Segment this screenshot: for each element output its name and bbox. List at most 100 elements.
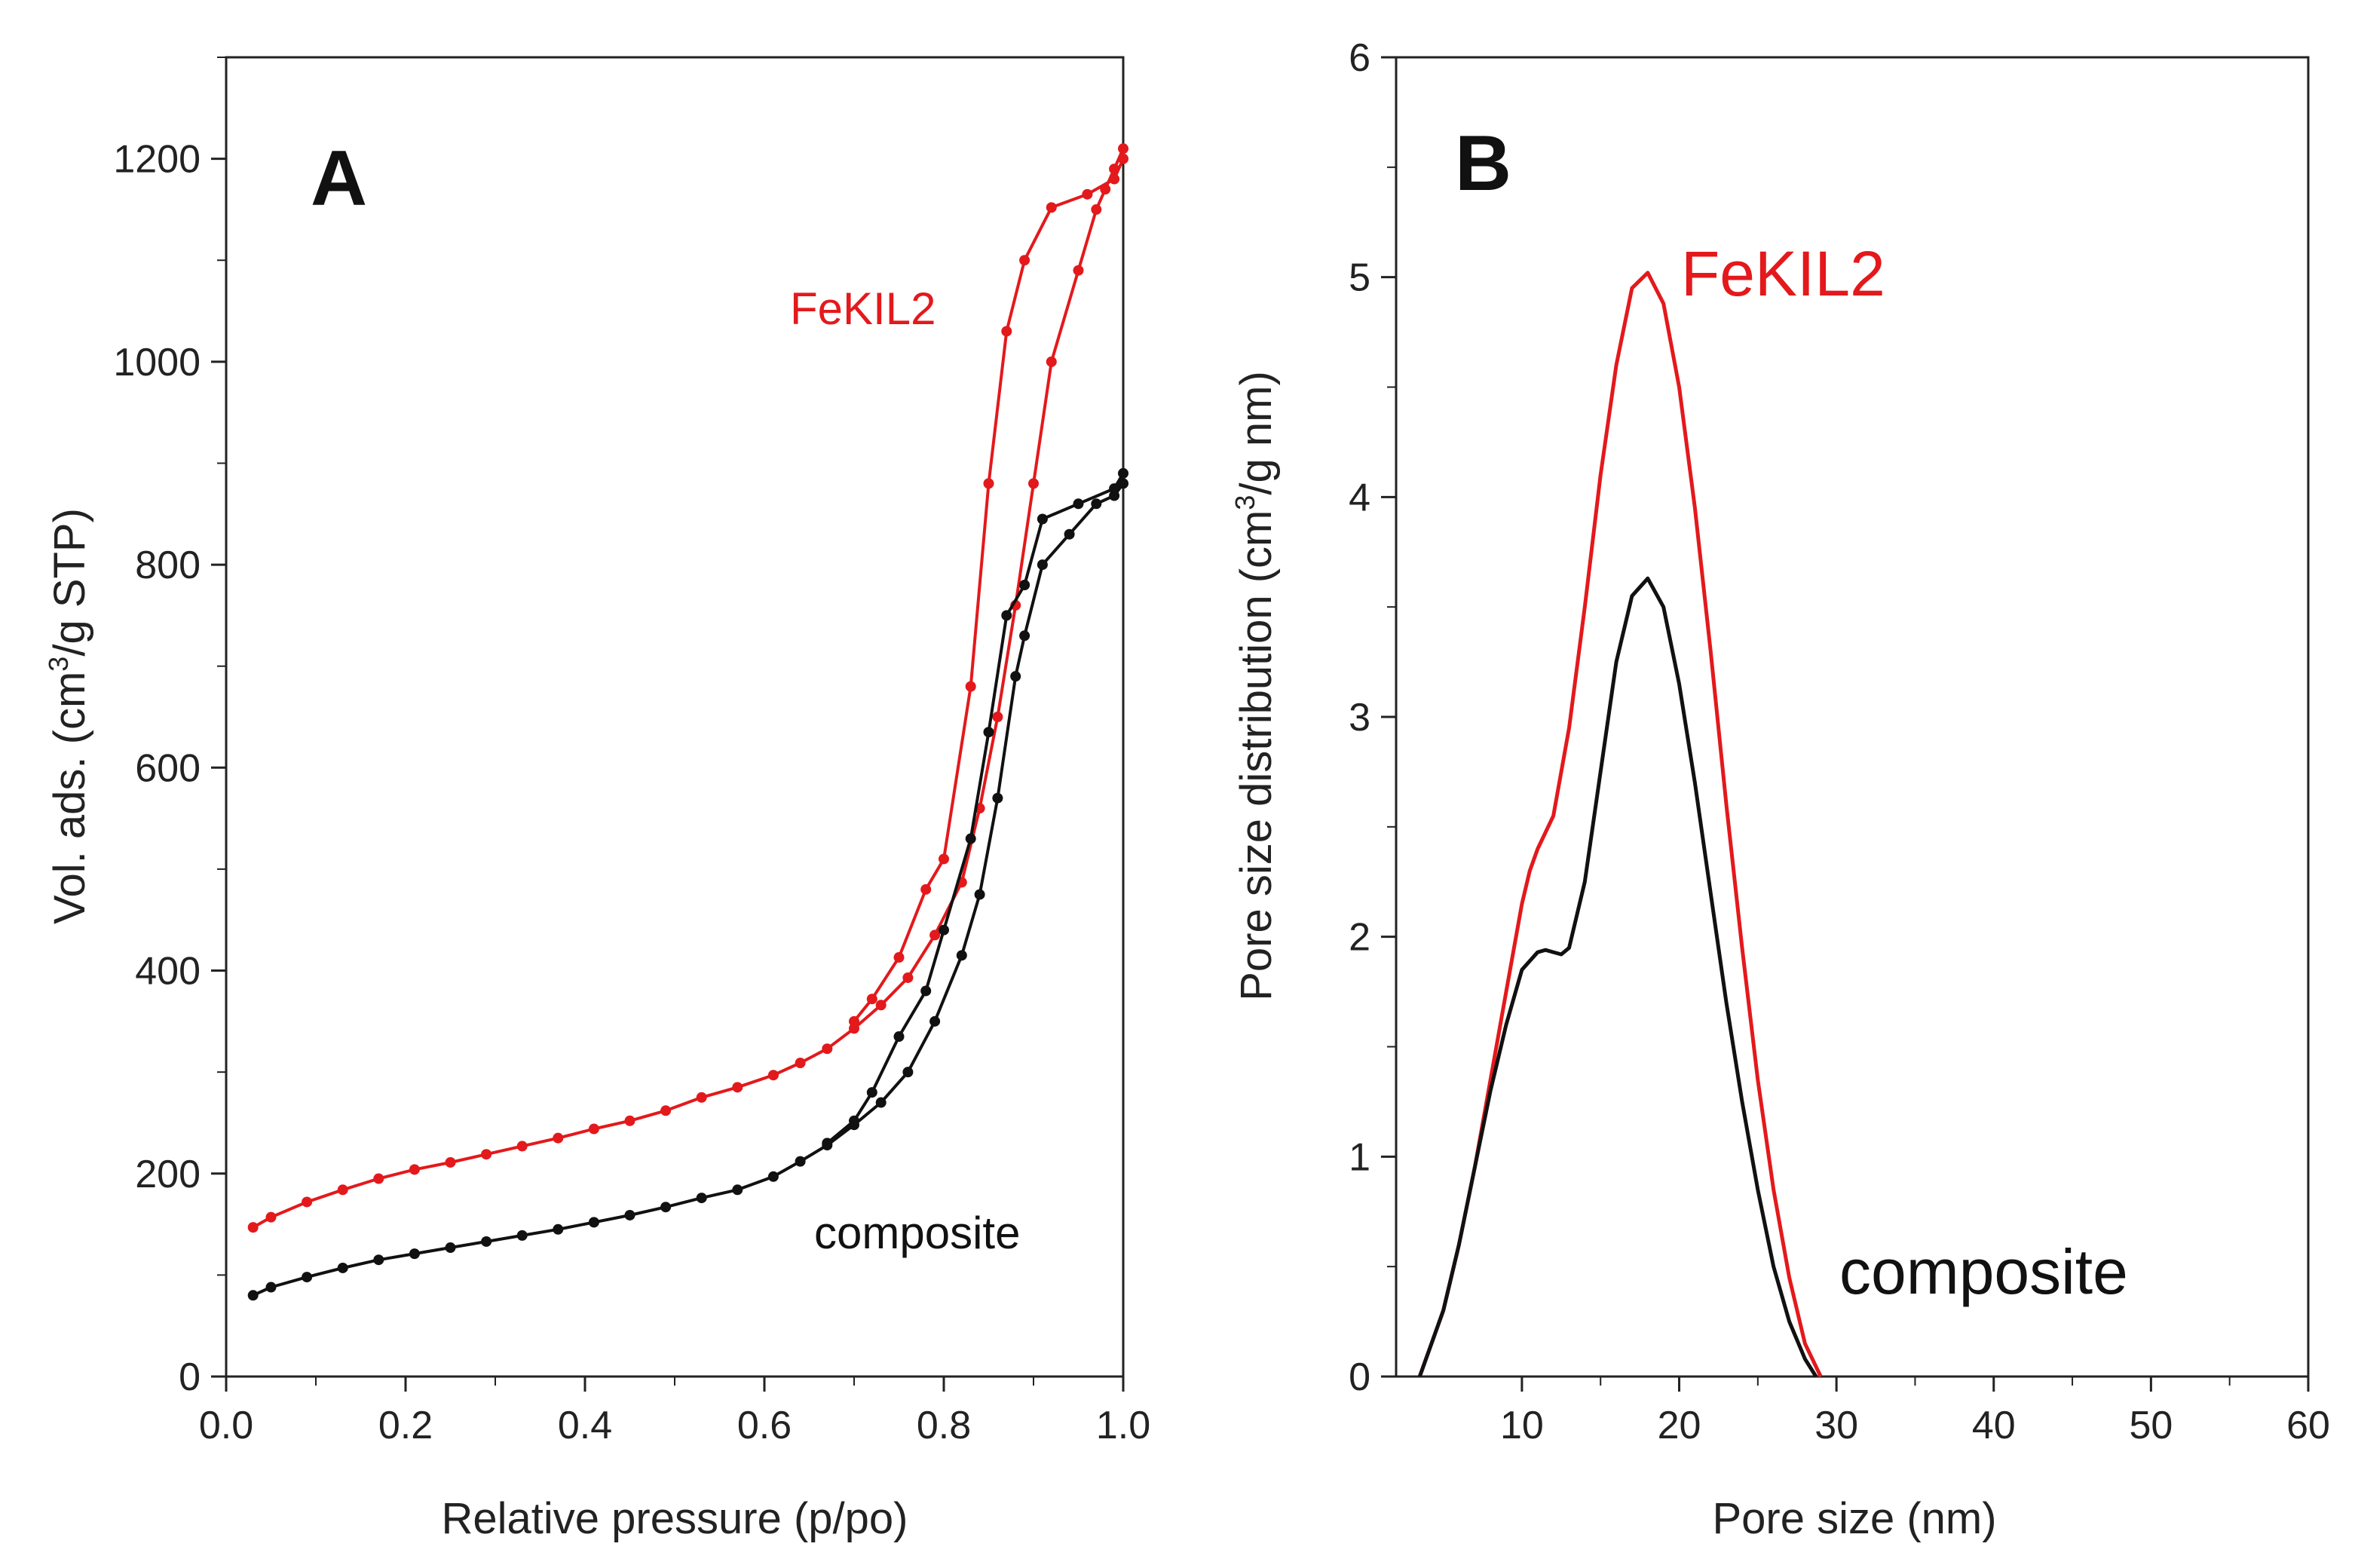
fekil2-point [875,1000,887,1011]
composite-point [265,1282,277,1293]
panel-b-tick-labels: 10 20 30 40 50 60 0 1 2 3 4 5 6 [1349,36,2330,1447]
panel-b-label-fekil2: FeKIL2 [1681,238,1885,309]
composite-point [553,1223,564,1235]
composite-point [920,985,932,997]
x-tick-label: 60 [2286,1404,2330,1447]
composite-desorption-line [826,472,1125,1144]
composite-point [624,1209,635,1220]
panel-b-series [1417,271,1823,1378]
composite-point [696,1193,707,1204]
panel-a-tick-labels: 0.0 0.2 0.4 0.6 0.8 1.0 0 200 400 600 800 1000 1200 [113,138,1150,1447]
fekil2-point [1073,265,1084,276]
fekil2-point [660,1105,672,1116]
composite-point [956,950,967,961]
panel-a-ticks [211,57,1125,1392]
composite-point [1037,559,1048,571]
fekil2-point [849,1015,859,1027]
x-tick-label: 0.6 [737,1404,792,1447]
fekil2-point [1046,202,1057,213]
fekil2-point [1118,143,1128,155]
composite-point [965,833,976,844]
panel-a-letter: A [311,135,367,222]
composite-point [516,1230,528,1241]
y-tick-label: 0 [179,1355,201,1399]
y-tick-label: 200 [135,1153,201,1196]
panel-a-x-axis-title: Relative pressure (p/po) [442,1494,908,1543]
composite-point [929,1015,941,1027]
fekil2-point [1109,173,1120,185]
panel-b-x-axis-title: Pore size (nm) [1712,1494,1996,1543]
composite-point [893,1031,905,1043]
composite-adsorption-line [252,482,1125,1297]
panel-a-isotherm-chart: 0.0 0.2 0.4 0.6 0.8 1.0020040060080010001200 … [43,56,1150,1543]
fekil2-point [302,1196,313,1208]
fekil2-point [893,952,905,963]
fekil2-point [373,1173,384,1184]
y-tick-label: 2 [1349,916,1370,960]
panel-a-label-composite: composite [814,1208,1020,1258]
composite-point [1118,467,1128,479]
x-tick-label: 30 [1814,1404,1858,1447]
fekil2-point [866,994,877,1005]
composite-point [1037,513,1048,525]
panel-a-y-axis-title-superscript: 3 [43,657,74,672]
composite-point [1001,610,1012,621]
fekil2-point [767,1070,779,1081]
panel-b-label-composite: composite [1839,1236,2128,1307]
x-tick-label: 1.0 [1096,1404,1150,1447]
fekil2-point [337,1184,348,1196]
y-tick-label: 1000 [113,341,201,384]
y-tick-label: 1200 [113,138,201,182]
fekil2-point [920,884,932,895]
panel-b-y-axis-title-part1: Pore size distribution (cm [1232,510,1281,1001]
x-tick-label: 50 [2129,1404,2173,1447]
composite-point [660,1202,672,1213]
composite-line [1417,576,1818,1378]
composite-point [992,792,1003,804]
fekil2-point [929,929,941,941]
composite-point [974,889,985,900]
y-tick-label: 800 [135,544,201,587]
fekil2-point [516,1141,528,1152]
fekil2-point [481,1149,492,1160]
composite-point [983,727,994,738]
fekil2-point [965,681,976,692]
y-tick-label: 3 [1349,696,1370,740]
composite-point [1109,483,1120,495]
fekil2-point [1001,326,1012,337]
composite-point [445,1242,456,1254]
fekil2-point [983,478,994,489]
composite-point [1091,498,1102,510]
y-tick-label: 6 [1349,36,1370,80]
panel-b-y-axis-title: Pore size distribution (cm3/g nm) [1230,371,1281,1001]
panel-b-y-axis-title-part2: /g nm) [1232,371,1281,495]
panel-a-plot-frame [225,56,1125,1378]
y-tick-label: 400 [135,950,201,994]
x-tick-label: 0.2 [378,1404,433,1447]
x-tick-label: 40 [1972,1404,2016,1447]
x-tick-label: 10 [1500,1404,1544,1447]
composite-point [1064,528,1075,540]
fekil2-point [588,1123,599,1135]
composite-point [337,1262,348,1273]
composite-point [767,1171,779,1182]
panel-b-letter: B [1455,120,1511,207]
fekil2-point [822,1043,833,1055]
x-tick-label: 0.8 [917,1404,971,1447]
composite-point [866,1087,877,1098]
fekil2-point [409,1164,420,1175]
composite-point [822,1138,833,1149]
fekil2-point [1118,153,1128,164]
composite-point [1019,630,1030,642]
y-tick-label: 600 [135,746,201,790]
fekil2-point [1028,478,1039,489]
panel-a-y-axis-title-part1: Vol. ads. (cm [45,672,94,924]
fekil2-point [1091,204,1102,215]
fekil2-point [939,853,949,865]
composite-point [849,1115,859,1126]
composite-point [409,1248,420,1260]
panel-a-y-axis-title: Vol. ads. (cm3/g STP) [43,508,94,924]
x-tick-label: 20 [1658,1404,1701,1447]
fekil2-point [696,1092,707,1103]
